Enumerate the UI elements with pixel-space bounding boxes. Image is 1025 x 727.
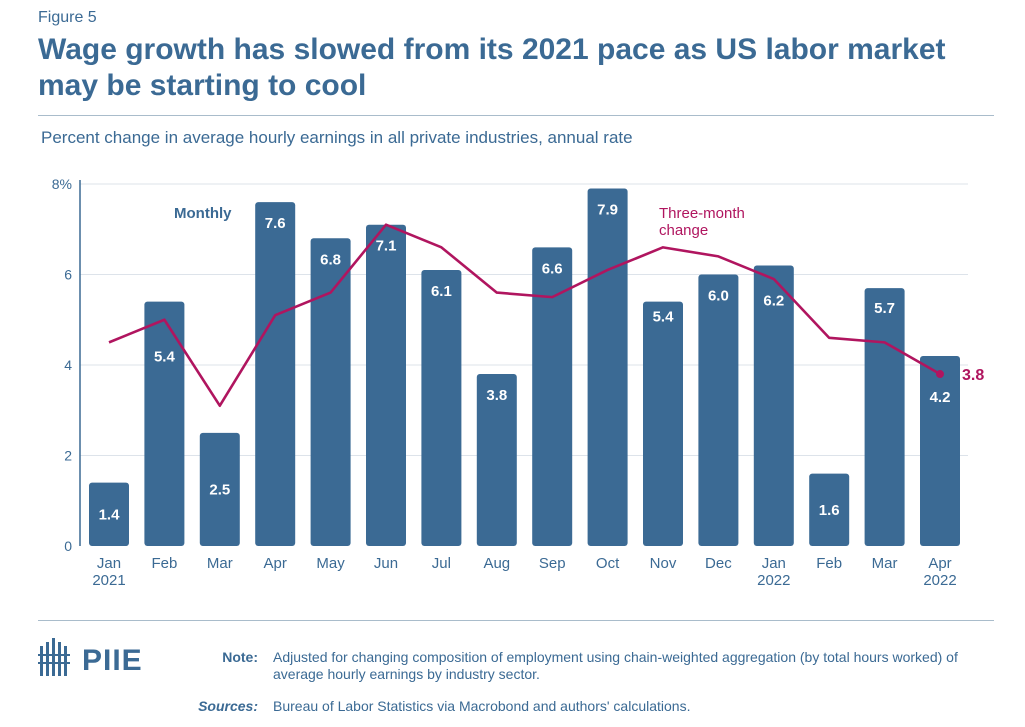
bottom-divider xyxy=(38,620,994,621)
three-month-line xyxy=(108,223,941,408)
bar xyxy=(421,269,462,546)
x-tick-label: Oct xyxy=(596,555,620,572)
bar-value-label: 7.9 xyxy=(597,202,618,219)
sources-text: Bureau of Labor Statistics via Macrobond… xyxy=(273,698,691,714)
piie-logo-text: PIIE xyxy=(82,644,143,677)
x-tick-label: Feb xyxy=(816,555,842,572)
x-tick-label: Aug xyxy=(483,555,510,572)
bar xyxy=(532,247,573,546)
y-tick-label: 4 xyxy=(64,357,72,373)
bar-value-label: 6.2 xyxy=(763,292,784,309)
bar xyxy=(587,188,628,546)
y-tick-label: 0 xyxy=(64,538,72,554)
line-point xyxy=(936,370,944,379)
bar xyxy=(864,288,905,546)
x-tick-label: Jan xyxy=(97,555,121,572)
bar xyxy=(753,265,794,546)
bar xyxy=(476,374,517,546)
bar xyxy=(920,355,960,546)
bar-value-label: 5.7 xyxy=(874,300,895,317)
bar-value-label: 7.6 xyxy=(265,215,286,232)
bar xyxy=(199,432,240,546)
bar xyxy=(89,482,129,546)
figure-label: Figure 5 xyxy=(38,9,97,26)
x-tick-label: Apr xyxy=(928,555,951,572)
line-end-label: 3.8 xyxy=(962,367,984,384)
series-label-three-month-line2: change xyxy=(659,222,708,239)
bar-value-label: 7.1 xyxy=(376,238,397,255)
bar xyxy=(310,238,351,547)
x-tick-label: May xyxy=(316,555,345,572)
sources-label: Sources: xyxy=(198,698,258,714)
x-tick-label: Jul xyxy=(432,555,451,572)
x-tick-label: Apr xyxy=(264,555,287,572)
y-tick-label: 6 xyxy=(64,267,72,283)
bar-value-label: 6.0 xyxy=(708,288,729,305)
x-tick-label: Jan xyxy=(762,555,786,572)
bar-value-label: 6.1 xyxy=(431,283,452,300)
bar-value-label: 5.4 xyxy=(154,349,176,366)
bar-value-label: 4.2 xyxy=(930,389,951,406)
chart-title: Wage growth has slowed from its 2021 pac… xyxy=(38,33,946,102)
bar xyxy=(144,301,185,546)
bar-value-label: 5.4 xyxy=(653,309,675,326)
bar-value-label: 6.6 xyxy=(542,260,563,277)
x-tick-label: Feb xyxy=(151,555,177,572)
bar xyxy=(366,224,406,546)
x-tick-year-label: 2022 xyxy=(923,572,956,589)
bar xyxy=(255,202,296,546)
bar-value-label: 1.4 xyxy=(99,506,121,523)
bar-value-label: 2.5 xyxy=(209,481,230,498)
x-tick-label: Sep xyxy=(539,555,566,572)
x-tick-label: Nov xyxy=(650,555,677,572)
bar xyxy=(809,473,850,546)
bar-value-label: 1.6 xyxy=(819,502,840,519)
series-label-monthly: Monthly xyxy=(174,205,232,222)
x-tick-year-label: 2021 xyxy=(92,572,125,589)
note-text: Adjusted for changing composition of emp… xyxy=(273,649,958,682)
y-tick-label: 2 xyxy=(64,448,72,464)
x-tick-label: Mar xyxy=(207,555,233,572)
chart-subtitle: Percent change in average hourly earning… xyxy=(41,128,633,147)
chart-area: 0 2 4 6 8% 1.4 5.4 2.5 7.6 6.8 7.1 6.1 3.8 6.6 7.9 5.4 6… xyxy=(52,176,985,589)
x-tick-label: Dec xyxy=(705,555,732,572)
bar-value-label: 3.8 xyxy=(486,387,507,404)
y-tick-label: 8% xyxy=(52,176,72,192)
x-tick-year-label: 2022 xyxy=(757,572,790,589)
note-label: Note: xyxy=(222,649,258,665)
bar xyxy=(643,301,683,546)
x-tick-label: Jun xyxy=(374,555,398,572)
bar xyxy=(698,274,739,546)
x-tick-label: Mar xyxy=(872,555,898,572)
bar-value-label: 6.8 xyxy=(320,251,341,268)
top-divider xyxy=(38,115,994,116)
series-label-three-month-line1: Three-month xyxy=(659,205,745,222)
piie-logo-icon xyxy=(38,638,70,676)
